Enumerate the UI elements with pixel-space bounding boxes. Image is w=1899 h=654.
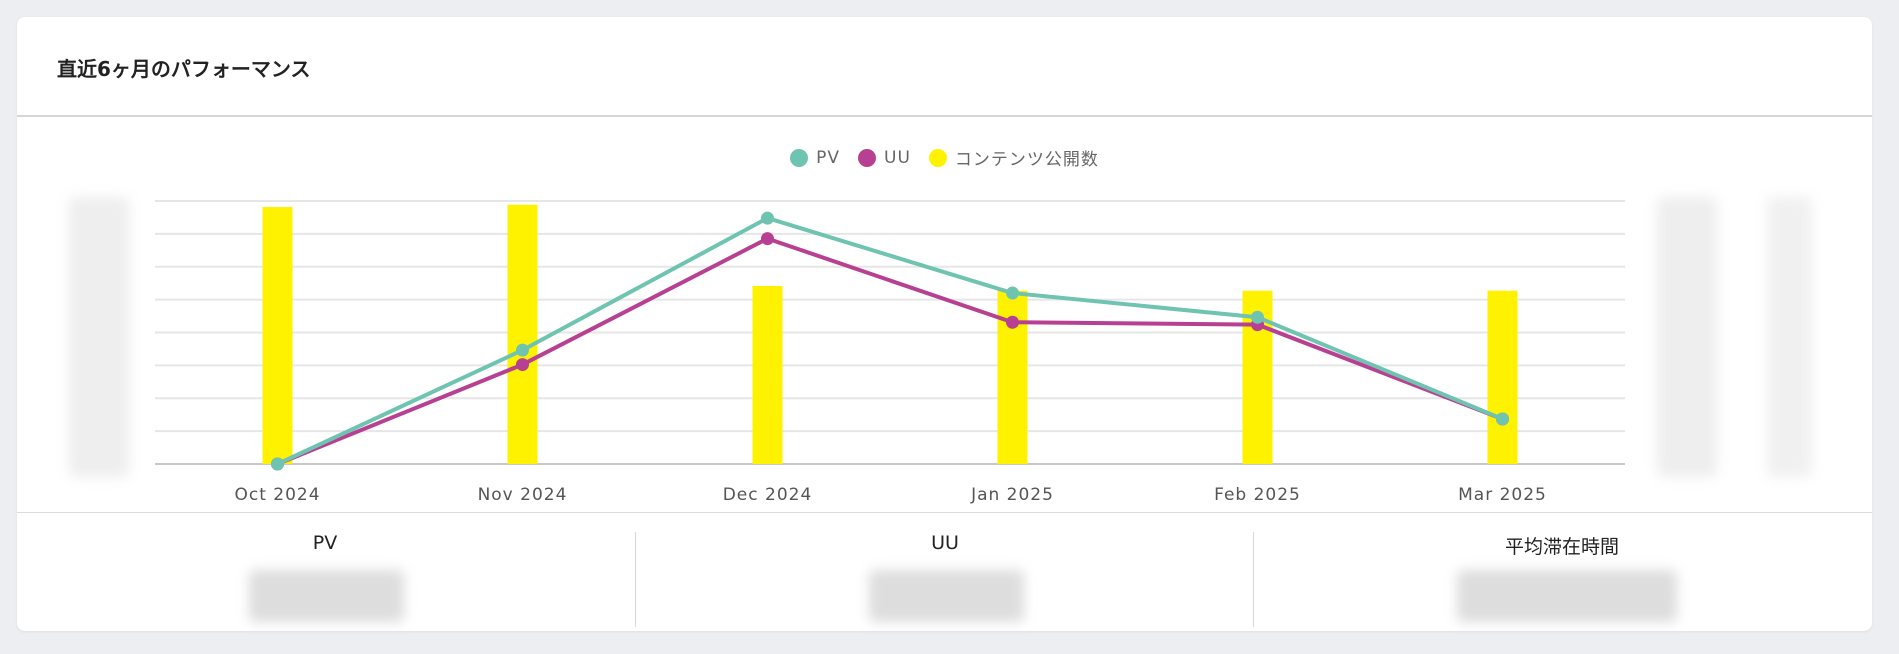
stat-label-pv: PV — [312, 532, 338, 554]
point-uu-3 — [1006, 315, 1019, 329]
right-axis2-ticks-obscured — [1767, 197, 1812, 477]
x-tick-label: Dec 2024 — [723, 485, 813, 505]
header-divider — [17, 115, 1872, 117]
stat-value-uu-obscured — [869, 570, 1024, 622]
legend-item-uu[interactable]: UU — [858, 145, 911, 170]
x-tick-label: Nov 2024 — [478, 485, 568, 505]
point-pv-0 — [271, 457, 284, 471]
chart-legend: PV UU コンテンツ公開数 — [17, 145, 1872, 170]
line-uu — [276, 236, 1504, 466]
legend-item-content[interactable]: コンテンツ公開数 — [928, 145, 1099, 170]
left-axis-ticks-obscured — [69, 197, 129, 477]
point-pv-5 — [1496, 412, 1509, 426]
stat-label-avg-time: 平均滞在時間 — [1504, 536, 1620, 558]
stat-label-uu: UU — [931, 532, 959, 554]
point-uu-2 — [761, 232, 774, 246]
point-pv-3 — [1006, 286, 1019, 300]
legend-dot-uu-icon — [858, 148, 876, 167]
point-uu-1 — [516, 358, 529, 372]
line-pv — [276, 216, 1504, 466]
card-title: 直近6ヶ月のパフォーマンス — [57, 57, 311, 81]
legend-label: UU — [884, 147, 911, 168]
footer-divider — [17, 512, 1872, 513]
bar-content-1 — [507, 204, 538, 464]
point-pv-2 — [761, 211, 774, 225]
bar-content-0 — [262, 207, 293, 464]
stat-divider — [635, 532, 636, 627]
legend-dot-content-icon — [928, 148, 947, 167]
bar-content-5 — [1487, 290, 1518, 464]
point-pv-1 — [516, 343, 529, 357]
x-tick-label: Mar 2025 — [1458, 485, 1547, 505]
stat-value-avg-time-obscured — [1457, 570, 1677, 622]
performance-chart: Oct 2024 Nov 2024 Dec 2024 Jan 2025 Feb 2025… — [155, 200, 1625, 505]
right-axis-ticks-obscured — [1657, 197, 1717, 477]
point-pv-4 — [1251, 310, 1264, 324]
legend-label: PV — [816, 147, 840, 168]
bar-content-2 — [752, 285, 783, 464]
stat-divider — [1253, 532, 1254, 627]
legend-label: コンテンツ公開数 — [954, 150, 1099, 170]
performance-card: 直近6ヶ月のパフォーマンス PV UU コンテンツ公開数 Oct 2024 Nov… — [17, 17, 1872, 631]
stat-value-pv-obscured — [249, 570, 404, 622]
legend-item-pv[interactable]: PV — [790, 145, 840, 170]
x-tick-label: Feb 2025 — [1214, 485, 1301, 505]
x-tick-label: Oct 2024 — [234, 485, 320, 505]
x-tick-label: Jan 2025 — [970, 485, 1054, 505]
legend-dot-pv-icon — [790, 148, 809, 167]
